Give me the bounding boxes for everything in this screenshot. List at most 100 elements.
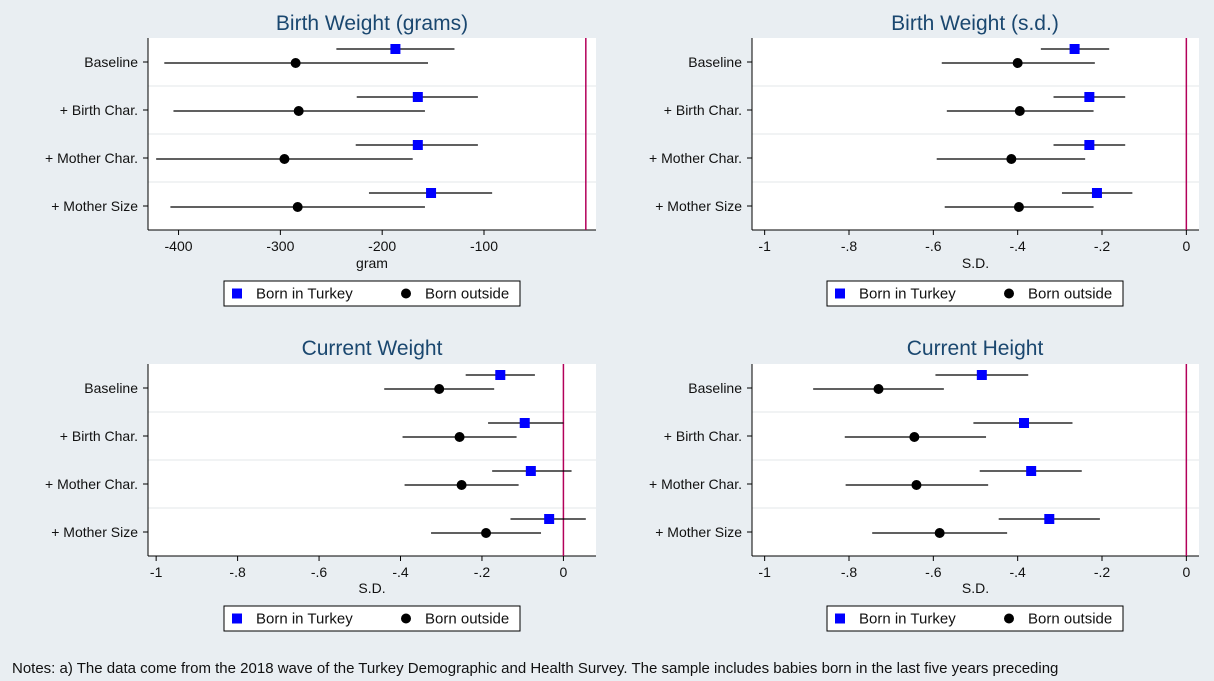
x-tick-label: -.2 [1094, 238, 1111, 254]
legend-box [826, 280, 1124, 307]
data-point-square [1026, 466, 1037, 476]
legend-label: Born outside [1028, 611, 1112, 628]
x-tick-label: -400 [165, 238, 193, 254]
legend-square-marker [232, 288, 242, 299]
x-tick-label: -.6 [925, 238, 942, 254]
data-point-square [412, 140, 423, 150]
data-point-circle [279, 154, 290, 164]
category-label: + Mother Size [51, 198, 138, 214]
legend-box [223, 605, 521, 632]
x-tick-label: -.4 [1009, 564, 1026, 580]
panel-title: Birth Weight (s.d.) [891, 12, 1059, 35]
data-point-square [390, 44, 401, 54]
x-tick-label: -1 [150, 564, 163, 580]
x-axis-title: gram [356, 255, 388, 271]
data-point-square [1069, 44, 1080, 54]
data-point-square [1091, 188, 1102, 198]
panel-title: Current Height [907, 337, 1044, 360]
data-point-circle [434, 384, 445, 394]
x-tick-label: 0 [560, 564, 568, 580]
panel-2: Birth Weight (s.d.) Baseline + Birth Char.… [649, 12, 1199, 307]
category-label: + Mother Char. [45, 476, 138, 492]
legend-label: Born outside [425, 611, 509, 628]
legend-square-marker [232, 613, 242, 624]
category-label: + Birth Char. [60, 102, 138, 118]
legend-label: Born outside [1028, 286, 1112, 303]
panel-3: Current Weight Baseline + Birth Char. + Mot… [45, 337, 596, 632]
data-point-circle [1012, 58, 1023, 68]
x-axis-title: S.D. [962, 255, 989, 271]
legend-label: Born outside [425, 286, 509, 303]
data-point-circle [873, 384, 884, 394]
panel-title: Current Weight [302, 337, 443, 360]
data-point-circle [293, 106, 304, 116]
legend-box [223, 280, 521, 307]
data-point-square [525, 466, 536, 476]
x-tick-label: -200 [368, 238, 396, 254]
category-label: + Mother Char. [45, 150, 138, 166]
category-label: Baseline [84, 380, 138, 396]
x-tick-label: 0 [1182, 564, 1190, 580]
data-point-circle [911, 480, 922, 490]
x-tick-label: -.4 [392, 564, 409, 580]
data-point-circle [909, 432, 920, 442]
data-point-circle [1013, 202, 1024, 212]
data-point-square [1044, 514, 1055, 524]
x-tick-label: -.4 [1009, 238, 1026, 254]
x-tick-label: -300 [266, 238, 294, 254]
legend-square-marker [835, 288, 845, 299]
legend: Born in Turkey Born outside [223, 280, 521, 307]
data-point-square [976, 370, 987, 380]
category-label: + Birth Char. [664, 102, 742, 118]
figure-notes: Notes: a) The data come from the 2018 wa… [12, 660, 1059, 677]
x-tick-label: -.2 [1094, 564, 1111, 580]
category-label: Baseline [688, 380, 742, 396]
data-point-square [426, 188, 437, 198]
x-tick-label: -.8 [229, 564, 246, 580]
data-point-circle [456, 480, 467, 490]
legend-circle-marker [401, 288, 411, 299]
legend-label: Born in Turkey [859, 611, 956, 628]
data-point-circle [481, 528, 492, 538]
legend-circle-marker [1004, 288, 1014, 299]
panel-1: Birth Weight (grams) Baseline + Birth Char… [45, 12, 596, 307]
data-point-circle [292, 202, 303, 212]
data-point-circle [454, 432, 465, 442]
data-point-square [1084, 140, 1095, 150]
data-point-square [519, 418, 530, 428]
x-tick-label: -100 [470, 238, 498, 254]
x-tick-label: -.8 [841, 564, 858, 580]
category-label: + Mother Size [51, 524, 138, 540]
x-tick-label: -.6 [925, 564, 942, 580]
data-point-square [495, 370, 506, 380]
category-label: Baseline [688, 54, 742, 70]
category-label: + Mother Size [655, 198, 742, 214]
legend-square-marker [835, 613, 845, 624]
x-tick-label: -.8 [841, 238, 858, 254]
x-axis-title: S.D. [962, 580, 989, 596]
x-tick-label: -1 [758, 564, 771, 580]
category-label: + Birth Char. [60, 428, 138, 444]
data-point-circle [1014, 106, 1025, 116]
panel-title: Birth Weight (grams) [276, 12, 468, 35]
legend: Born in Turkey Born outside [223, 605, 521, 632]
legend-circle-marker [401, 613, 411, 624]
category-label: + Birth Char. [664, 428, 742, 444]
x-tick-label: -1 [758, 238, 771, 254]
legend-label: Born in Turkey [256, 611, 353, 628]
x-axis-title: S.D. [358, 580, 385, 596]
data-point-circle [934, 528, 945, 538]
legend-circle-marker [1004, 613, 1014, 624]
legend-label: Born in Turkey [859, 286, 956, 303]
x-tick-label: -.6 [311, 564, 328, 580]
data-point-square [1018, 418, 1029, 428]
data-point-circle [1006, 154, 1017, 164]
legend: Born in Turkey Born outside [826, 280, 1124, 307]
data-point-square [412, 92, 423, 102]
panel-4: Current Height Baseline + Birth Char. + Mot… [649, 337, 1199, 632]
legend: Born in Turkey Born outside [826, 605, 1124, 632]
legend-box [826, 605, 1124, 632]
category-label: + Mother Char. [649, 476, 742, 492]
x-tick-label: -.2 [474, 564, 491, 580]
